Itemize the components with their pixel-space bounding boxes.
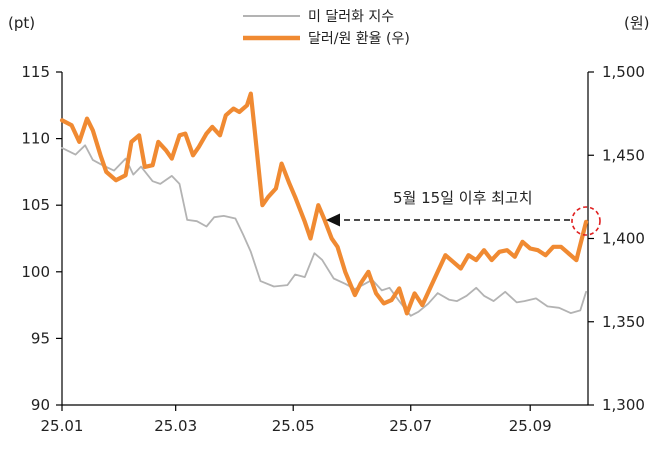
x-tick-label: 25.07 <box>389 417 432 435</box>
x-tick-label: 25.03 <box>154 417 197 435</box>
left-tick-label: 110 <box>21 130 50 148</box>
tick-layer: 90 95 100 105 110 115 1,300 1,350 1,400 1,450 1,50… <box>21 63 645 435</box>
annotation-highlight-circle <box>571 206 601 236</box>
right-tick-label: 1,350 <box>602 313 645 331</box>
left-tick-label: 90 <box>31 396 50 414</box>
left-tick-label: 115 <box>21 63 50 81</box>
annotation-text: 5월 15일 이후 최고치 <box>393 189 533 207</box>
left-tick-label: 100 <box>21 263 50 281</box>
x-tick-label: 25.01 <box>41 417 84 435</box>
legend-label-usdkrw: 달러/원 환율 (우) <box>308 31 410 47</box>
right-axis-unit: (원) <box>624 14 650 32</box>
axes <box>61 72 589 406</box>
annotation-arrowhead <box>326 213 340 227</box>
x-tick-label: 25.09 <box>509 417 552 435</box>
left-tick-label: 95 <box>31 329 50 347</box>
right-tick-label: 1,450 <box>602 146 645 164</box>
right-tick-label: 1,400 <box>602 230 645 248</box>
right-tick-label: 1,300 <box>602 396 645 414</box>
series-line-usdkrw <box>59 91 589 316</box>
series-line-dxy <box>61 144 587 317</box>
x-tick-label: 25.05 <box>272 417 315 435</box>
legend-label-dxy: 미 달러화 지수 <box>308 9 394 25</box>
legend: 미 달러화 지수 달러/원 환율 (우) <box>243 9 410 47</box>
left-axis-unit: (pt) <box>8 14 35 32</box>
right-tick-label: 1,500 <box>602 63 645 81</box>
left-tick-label: 105 <box>21 196 50 214</box>
series-layer <box>59 91 589 317</box>
annotation: 5월 15일 이후 최고치 <box>326 189 601 236</box>
